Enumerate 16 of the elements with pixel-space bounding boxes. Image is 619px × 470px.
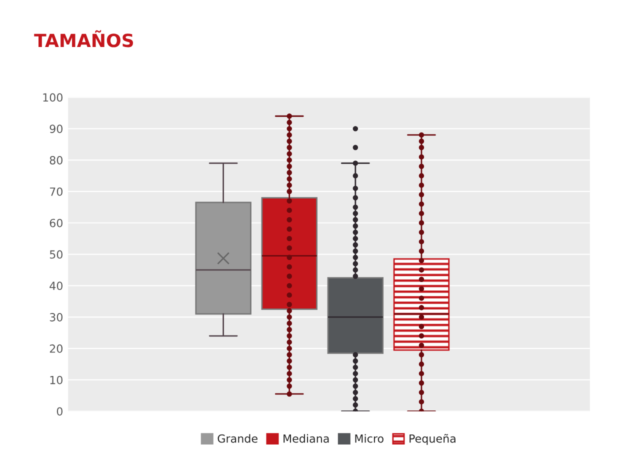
y-tick-label: 0 (56, 407, 62, 416)
y-tick-label: 50 (50, 250, 62, 259)
y-tick-label: 10 (50, 376, 62, 384)
y-tick-label: 70 (50, 187, 62, 196)
legend-label: Grande (218, 434, 258, 443)
legend-label: Pequeña (410, 434, 456, 445)
y-tick-label: 80 (50, 156, 62, 164)
y-tick-label: 90 (50, 124, 62, 134)
chart-title: TAMAÑOS (34, 30, 134, 48)
y-tick-label: 30 (50, 313, 62, 322)
legend-label: Mediana (284, 434, 329, 443)
y-tick-label: 40 (50, 282, 62, 290)
y-tick-label: 20 (50, 344, 62, 353)
legend-label: Micro (355, 434, 384, 443)
y-tick-label: 100 (43, 93, 62, 102)
y-tick-label: 60 (50, 218, 62, 228)
